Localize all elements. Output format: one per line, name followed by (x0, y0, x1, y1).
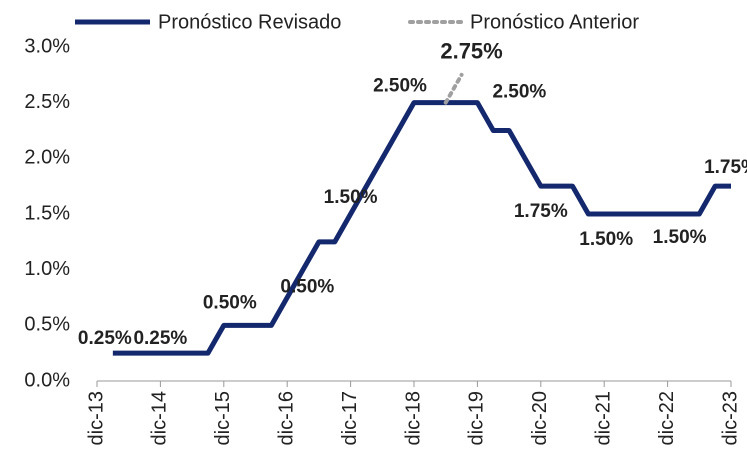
x-tick-label: dic-20 (529, 391, 551, 445)
series-line (112, 100, 731, 356)
data-label: 0.50% (280, 276, 334, 297)
x-tick-label: dic-13 (85, 391, 107, 445)
x-tick-label: dic-18 (402, 391, 424, 445)
x-tick-label: dic-23 (719, 391, 741, 445)
y-tick-label: 0.5% (24, 314, 70, 336)
y-tick-label: 0.0% (24, 369, 70, 391)
data-label: 0.25% (133, 328, 187, 349)
y-tick-label: 1.5% (24, 202, 70, 224)
x-tick-label: dic-21 (592, 391, 614, 445)
data-label: 1.75% (514, 201, 568, 222)
x-tick-label: dic-17 (339, 391, 361, 445)
series-line (443, 72, 464, 105)
data-label: 2.50% (492, 82, 546, 103)
data-label: 1.50% (324, 187, 378, 208)
x-tick-label: dic-16 (275, 391, 297, 445)
y-tick-label: 1.0% (24, 258, 70, 280)
x-tick-label: dic-14 (149, 391, 171, 445)
data-label: 1.50% (653, 227, 707, 248)
x-tick-label: dic-22 (656, 391, 678, 445)
data-label: 1.50% (579, 229, 633, 250)
legend-label: Pronóstico Revisado (158, 11, 341, 33)
data-label: 0.25% (78, 328, 132, 349)
data-label: 2.75% (440, 39, 502, 64)
y-tick-label: 2.5% (24, 91, 70, 113)
x-tick-label: dic-15 (212, 391, 234, 445)
data-label: 1.75% (704, 157, 747, 178)
legend-label: Pronóstico Anterior (470, 11, 639, 33)
y-tick-label: 3.0% (24, 35, 70, 57)
data-label: 0.50% (203, 292, 257, 313)
y-tick-label: 2.0% (24, 147, 70, 169)
x-tick-label: dic-19 (466, 391, 488, 445)
data-label: 2.50% (373, 76, 427, 97)
